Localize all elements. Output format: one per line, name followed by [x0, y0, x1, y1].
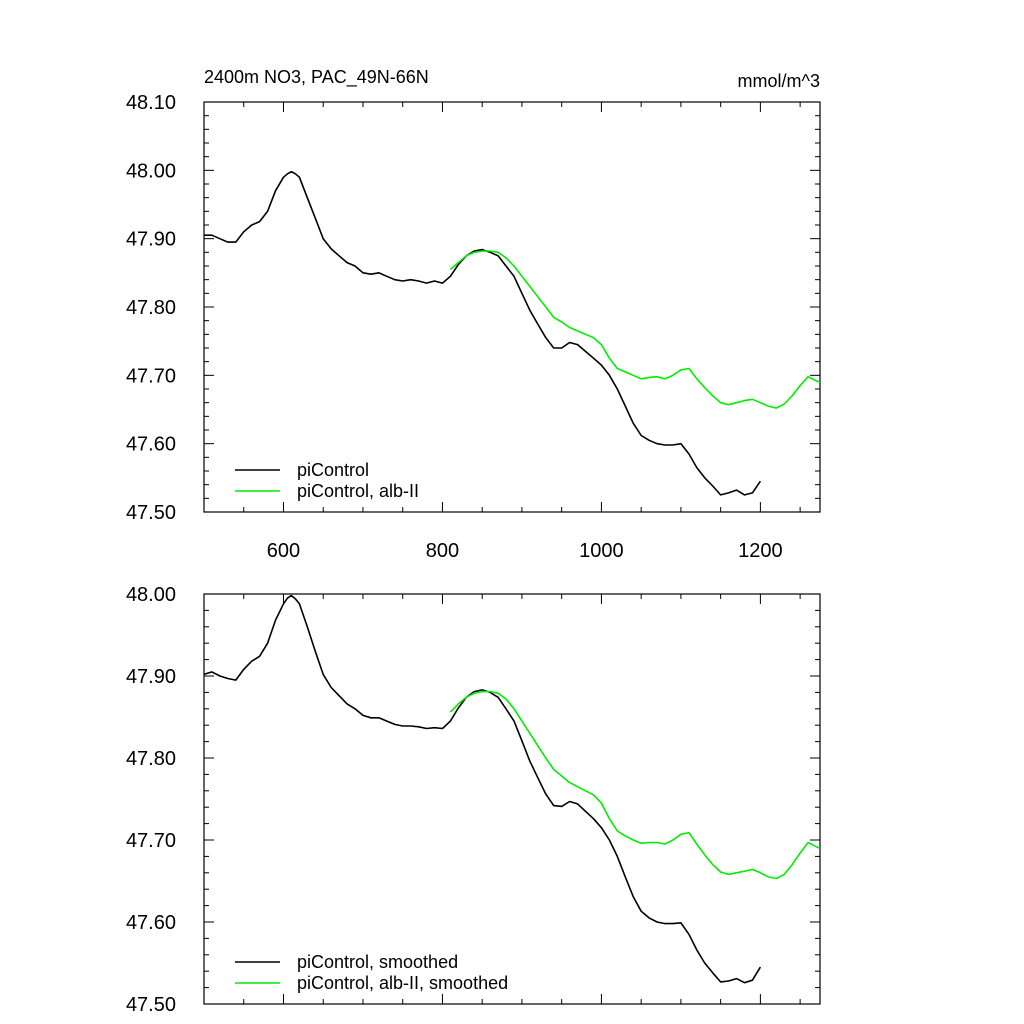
y-tick-label: 47.90 [126, 229, 176, 251]
chart-title: 2400m NO3, PAC_49N-66N [204, 67, 429, 88]
y-tick-label: 47.80 [126, 297, 176, 319]
series-line-picontrol [204, 594, 762, 984]
y-tick-label: 48.00 [126, 160, 176, 182]
y-tick-label: 47.80 [126, 748, 176, 770]
legend-label: piControl [297, 460, 369, 480]
series-line-picontrol-alb-ii [449, 690, 820, 880]
plot-frame [203, 101, 821, 513]
plot-frame [203, 593, 821, 1005]
y-tick-label: 47.70 [126, 365, 176, 387]
series-line-picontrol [204, 170, 762, 496]
x-tick-label: 1200 [738, 540, 783, 562]
y-tick-label: 47.60 [126, 434, 176, 456]
y-tick-label: 47.50 [126, 994, 176, 1016]
top-panel: 47.50 47.60 47.70 47.80 47.90 48.00 48.10 600 80… [126, 92, 821, 562]
series-line-picontrol-alb-ii [449, 250, 820, 409]
y-tick-label: 47.50 [126, 502, 176, 524]
legend-label: piControl, alb-II, smoothed [297, 973, 508, 993]
x-tick-label: 1000 [579, 540, 624, 562]
legend-label: piControl, alb-II [297, 481, 419, 501]
x-tick-label: 600 [267, 540, 300, 562]
y-tick-label: 47.60 [126, 912, 176, 934]
y-tick-label: 48.10 [126, 92, 176, 114]
bottom-panel: 47.50 47.60 47.70 47.80 47.90 48.00 piControl,… [126, 584, 821, 1016]
y-tick-label: 48.00 [126, 584, 176, 606]
y-tick-label: 47.70 [126, 830, 176, 852]
chart-units: mmol/m^3 [738, 71, 820, 91]
legend-label: piControl, smoothed [297, 952, 458, 972]
y-tick-label: 47.90 [126, 666, 176, 688]
x-tick-label: 800 [426, 540, 459, 562]
